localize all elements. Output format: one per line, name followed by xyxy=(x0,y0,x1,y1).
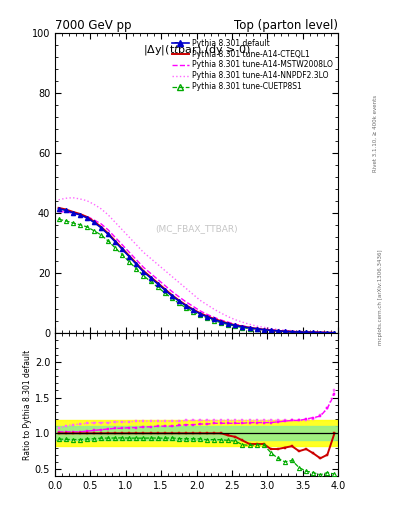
Text: |$\Delta$y|(t$\bar{t}$bar) (dy > 0): |$\Delta$y|(t$\bar{t}$bar) (dy > 0) xyxy=(143,42,250,58)
Text: Top (parton level): Top (parton level) xyxy=(234,19,338,32)
Text: (MC_FBAX_TTBAR): (MC_FBAX_TTBAR) xyxy=(155,224,238,233)
Y-axis label: Ratio to Pythia 8.301 default: Ratio to Pythia 8.301 default xyxy=(23,350,32,460)
Legend: Pythia 8.301 default, Pythia 8.301 tune-A14-CTEQL1, Pythia 8.301 tune-A14-MSTW20: Pythia 8.301 default, Pythia 8.301 tune-… xyxy=(171,37,334,93)
Text: Rivet 3.1.10, ≥ 400k events: Rivet 3.1.10, ≥ 400k events xyxy=(373,95,378,172)
Text: 7000 GeV pp: 7000 GeV pp xyxy=(55,19,132,32)
Text: mcplots.cern.ch [arXiv:1306.3436]: mcplots.cern.ch [arXiv:1306.3436] xyxy=(378,249,383,345)
